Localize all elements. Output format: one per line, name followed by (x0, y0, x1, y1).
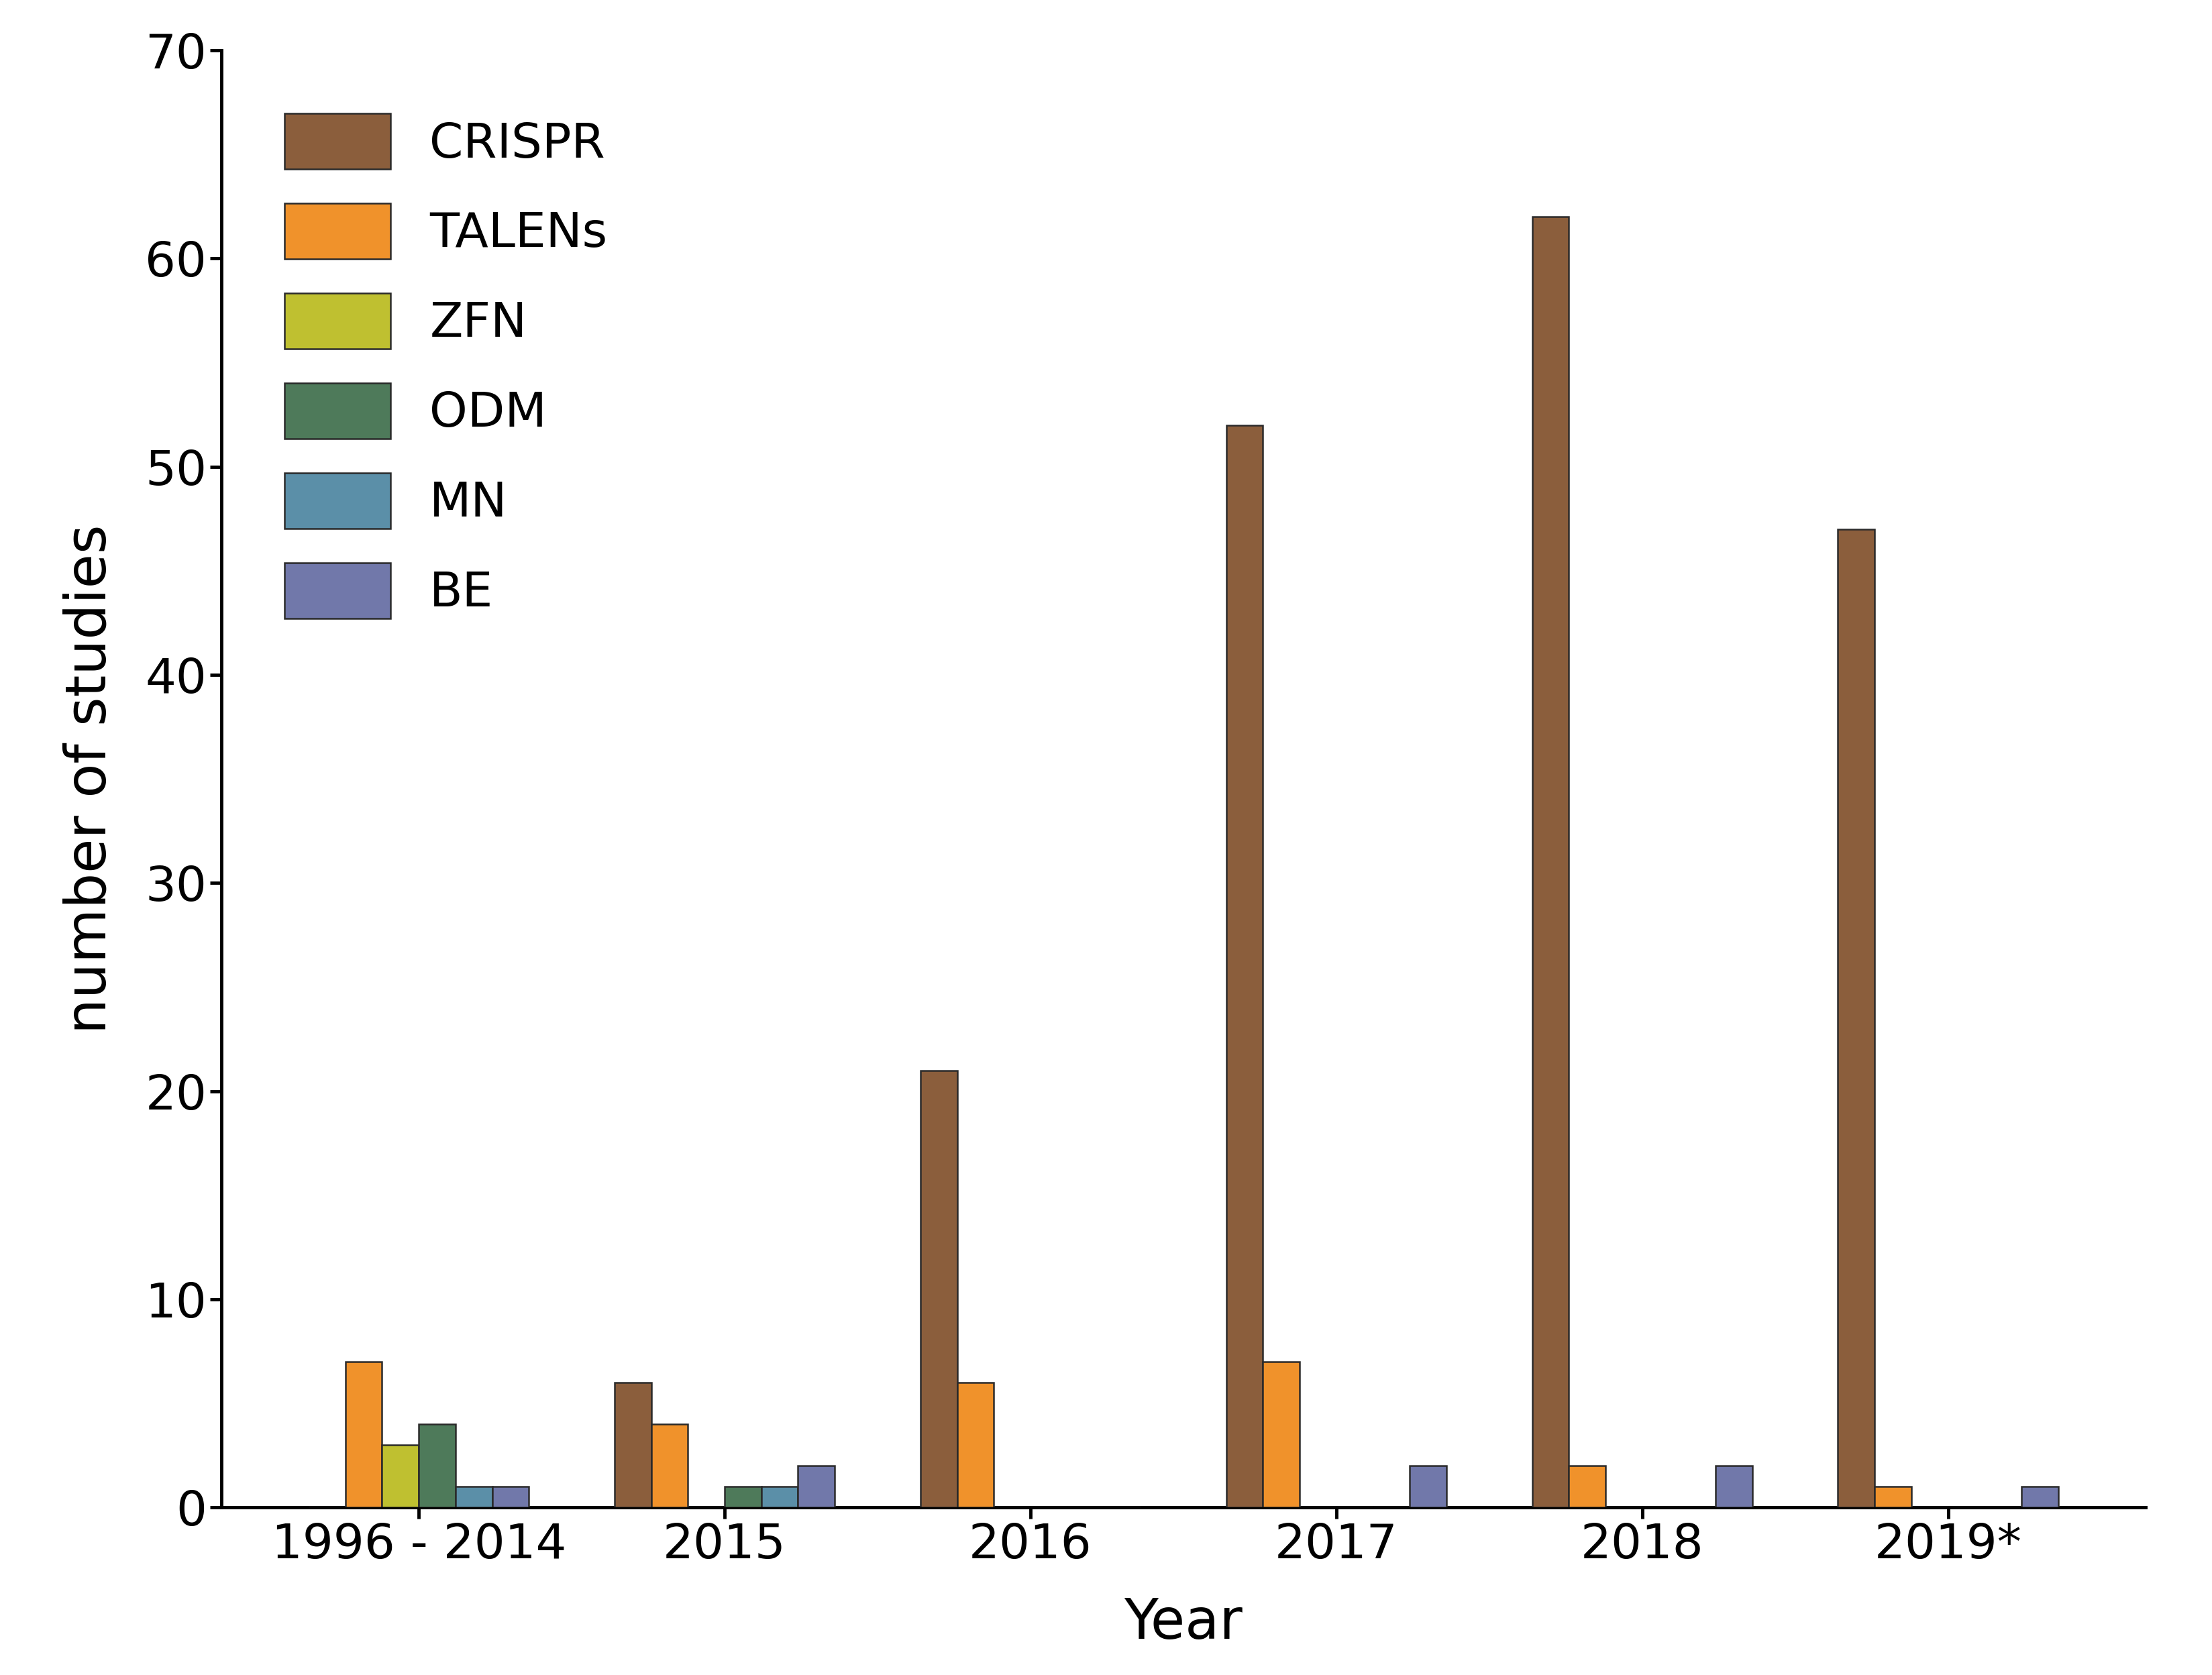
Bar (650, 1424, 688, 1507)
Bar (1225, 425, 1263, 1508)
Bar (1533, 216, 1568, 1508)
Legend: CRISPR, TALENs, ZFN, ODM, MN, BE: CRISPR, TALENs, ZFN, ODM, MN, BE (246, 74, 646, 657)
Bar (456, 1487, 493, 1508)
Bar (726, 1487, 761, 1508)
Bar (920, 1070, 958, 1508)
Bar (383, 1446, 418, 1508)
Bar (1838, 529, 1874, 1508)
Bar (493, 1487, 529, 1508)
Bar (1717, 1466, 1752, 1508)
Y-axis label: number of studies: number of studies (62, 524, 117, 1033)
Bar (615, 1382, 650, 1508)
Bar (1263, 1362, 1301, 1508)
Bar (958, 1382, 993, 1508)
Bar (1874, 1487, 1911, 1508)
Bar (1568, 1466, 1606, 1508)
Bar (2022, 1487, 2057, 1508)
Bar (418, 1424, 456, 1507)
Bar (799, 1466, 834, 1508)
Bar (761, 1487, 799, 1508)
X-axis label: Year: Year (1124, 1596, 1243, 1650)
Bar (345, 1362, 383, 1508)
Bar (1409, 1466, 1447, 1508)
